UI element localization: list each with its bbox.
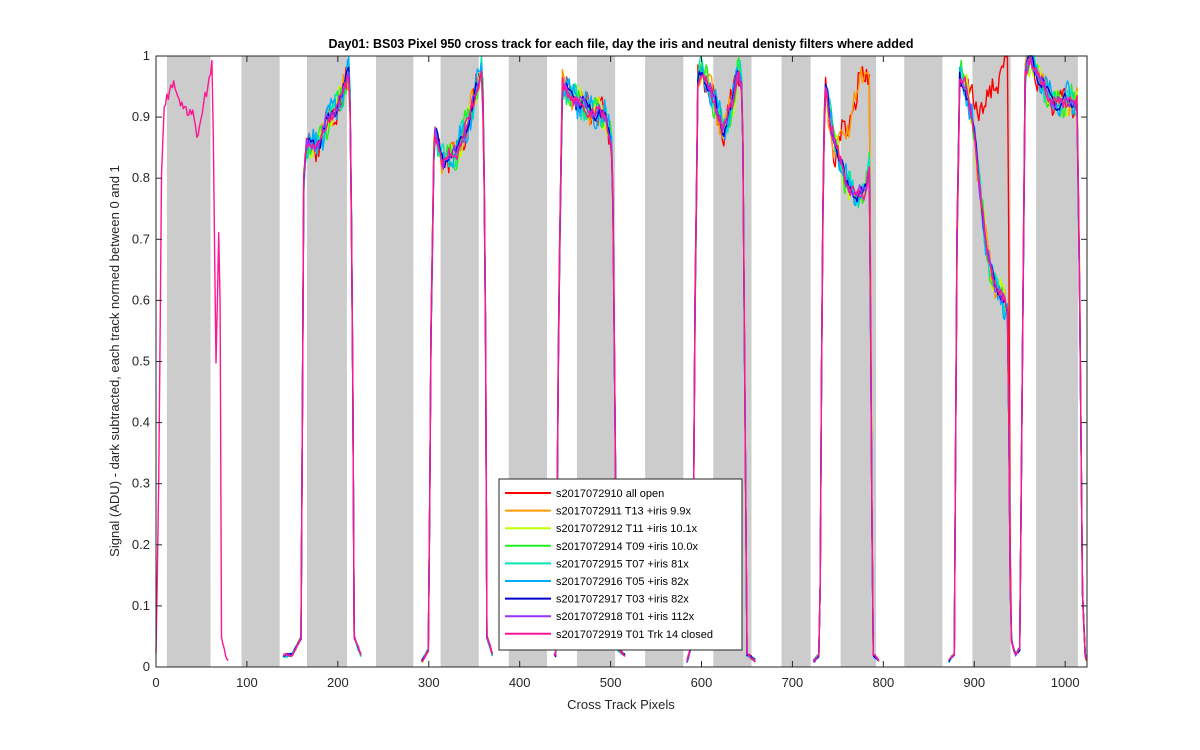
x-tick-label: 200 bbox=[327, 675, 349, 690]
legend-entry: s2017072918 T01 +iris 112x bbox=[556, 611, 695, 623]
axis-ticks: 0 100 200 300 400 500 600 700 800 900 1000 0 0.1 0.2 0… bbox=[132, 48, 1087, 690]
series-line bbox=[155, 56, 1088, 663]
x-tick-label: 1000 bbox=[1051, 675, 1080, 690]
y-tick-label: 0.5 bbox=[132, 354, 150, 369]
y-tick-label: 0.2 bbox=[132, 537, 150, 552]
x-tick-label: 800 bbox=[872, 675, 894, 690]
x-tick-label: 900 bbox=[963, 675, 985, 690]
legend-entry: s2017072914 T09 +iris 10.0x bbox=[556, 541, 698, 553]
series-lines bbox=[155, 55, 1088, 664]
x-axis-label: Cross Track Pixels bbox=[567, 697, 675, 712]
legend-entry: s2017072915 T07 +iris 81x bbox=[556, 558, 689, 570]
y-tick-label: 0.8 bbox=[132, 170, 150, 185]
y-tick-label: 0.1 bbox=[132, 598, 150, 613]
y-axis-label: Signal (ADU) - dark subtracted, each tra… bbox=[107, 165, 122, 557]
shaded-band bbox=[376, 56, 414, 667]
y-tick-label: 0.7 bbox=[132, 231, 150, 246]
legend-entry: s2017072912 T11 +iris 10.1x bbox=[556, 523, 698, 535]
legend: s2017072910 all open s2017072911 T13 +iri… bbox=[498, 478, 743, 651]
shaded-band bbox=[1036, 56, 1078, 667]
shaded-band bbox=[781, 56, 811, 667]
y-tick-label: 0.6 bbox=[132, 292, 150, 307]
y-tick-label: 0.4 bbox=[132, 415, 150, 430]
legend-entry: s2017072910 all open bbox=[556, 488, 664, 500]
legend-entry: s2017072916 T05 +iris 82x bbox=[556, 576, 689, 588]
x-tick-label: 100 bbox=[236, 675, 258, 690]
y-tick-label: 0.9 bbox=[132, 109, 150, 124]
legend-box bbox=[498, 478, 743, 651]
chart-title: Day01: BS03 Pixel 950 cross track for ea… bbox=[329, 37, 914, 51]
shaded-band bbox=[972, 56, 1011, 667]
legend-entry: s2017072919 T01 Trk 14 closed bbox=[556, 629, 713, 641]
x-tick-label: 600 bbox=[691, 675, 713, 690]
x-tick-label: 500 bbox=[600, 675, 622, 690]
x-tick-label: 300 bbox=[418, 675, 440, 690]
shaded-band bbox=[241, 56, 280, 667]
x-tick-label: 0 bbox=[152, 675, 159, 690]
legend-entry: s2017072917 T03 +iris 82x bbox=[556, 594, 689, 606]
x-tick-label: 700 bbox=[782, 675, 804, 690]
shaded-band bbox=[306, 56, 347, 667]
y-tick-label: 0 bbox=[143, 659, 150, 674]
y-tick-label: 0.3 bbox=[132, 476, 150, 491]
shaded-band bbox=[904, 56, 943, 667]
y-tick-label: 1 bbox=[143, 48, 150, 63]
shaded-band bbox=[166, 56, 211, 667]
x-tick-label: 400 bbox=[509, 675, 531, 690]
legend-entry: s2017072911 T13 +iris 9.9x bbox=[556, 506, 692, 518]
